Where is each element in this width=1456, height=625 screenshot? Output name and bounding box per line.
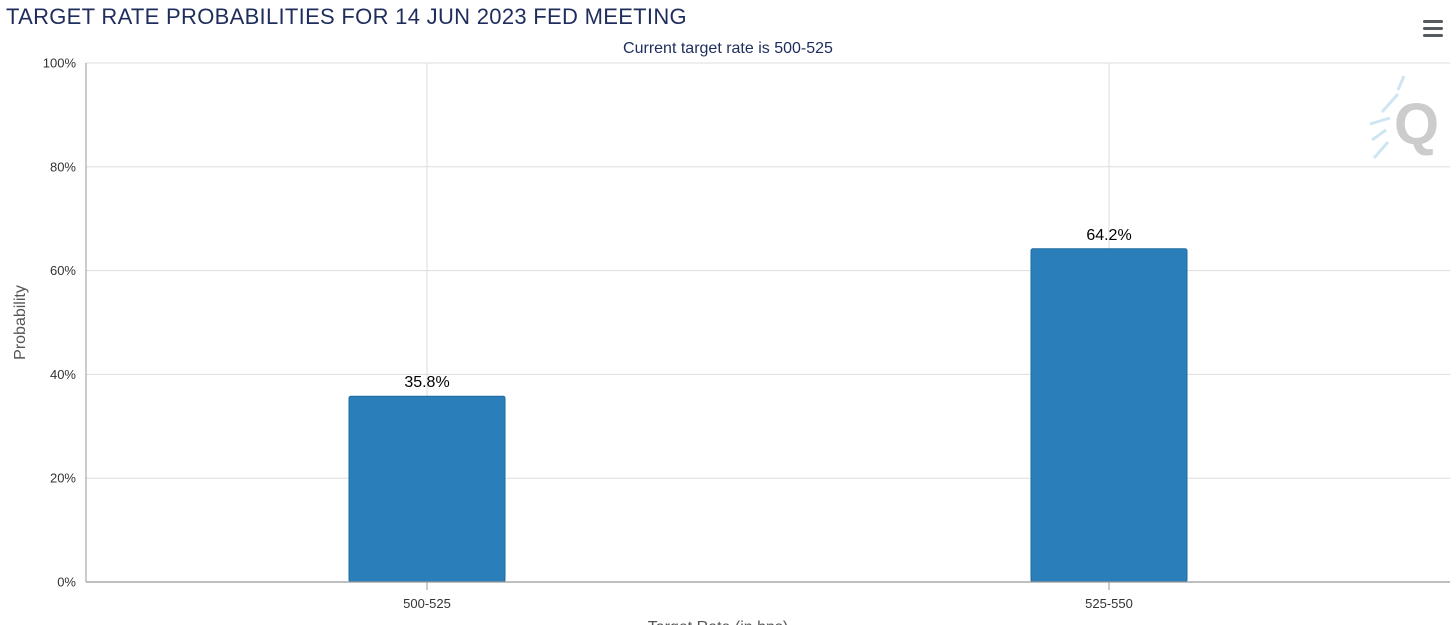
y-tick-label: 0% — [57, 575, 76, 590]
y-axis-title: Probability — [12, 285, 29, 360]
x-axis-title: Target Rate (in bps) — [648, 619, 789, 625]
chart-subtitle: Current target rate is 500-525 — [623, 40, 833, 57]
bar-500-525 — [348, 395, 506, 583]
x-tick-label: 500-525 — [403, 596, 451, 611]
menu-line — [1423, 27, 1443, 30]
x-tick-label: 525-550 — [1085, 596, 1133, 611]
data-label: 64.2% — [1086, 227, 1131, 244]
y-tick-label: 20% — [50, 471, 76, 486]
bar-525-550 — [1030, 248, 1188, 583]
chart-title: TARGET RATE PROBABILITIES FOR 14 JUN 202… — [6, 4, 687, 29]
y-tick-label: 100% — [43, 56, 77, 71]
menu-line — [1423, 20, 1443, 23]
menu-line — [1423, 34, 1443, 37]
hamburger-menu-icon[interactable] — [1420, 17, 1446, 41]
q-logo-icon: Q — [1369, 75, 1439, 159]
svg-text:Q: Q — [1394, 92, 1439, 157]
y-tick-label: 40% — [50, 367, 76, 382]
y-tick-label: 80% — [50, 159, 76, 174]
y-tick-label: 60% — [50, 263, 76, 278]
data-label: 35.8% — [404, 374, 449, 391]
